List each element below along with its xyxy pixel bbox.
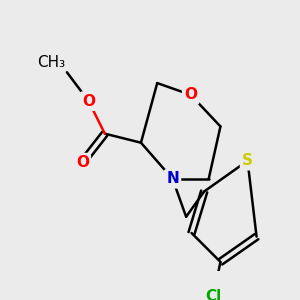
Text: S: S	[242, 153, 253, 168]
Text: Cl: Cl	[205, 289, 221, 300]
Text: N: N	[166, 171, 179, 186]
Text: CH₃: CH₃	[37, 56, 65, 70]
Text: O: O	[76, 155, 89, 170]
Text: O: O	[184, 87, 197, 102]
Text: O: O	[82, 94, 95, 109]
